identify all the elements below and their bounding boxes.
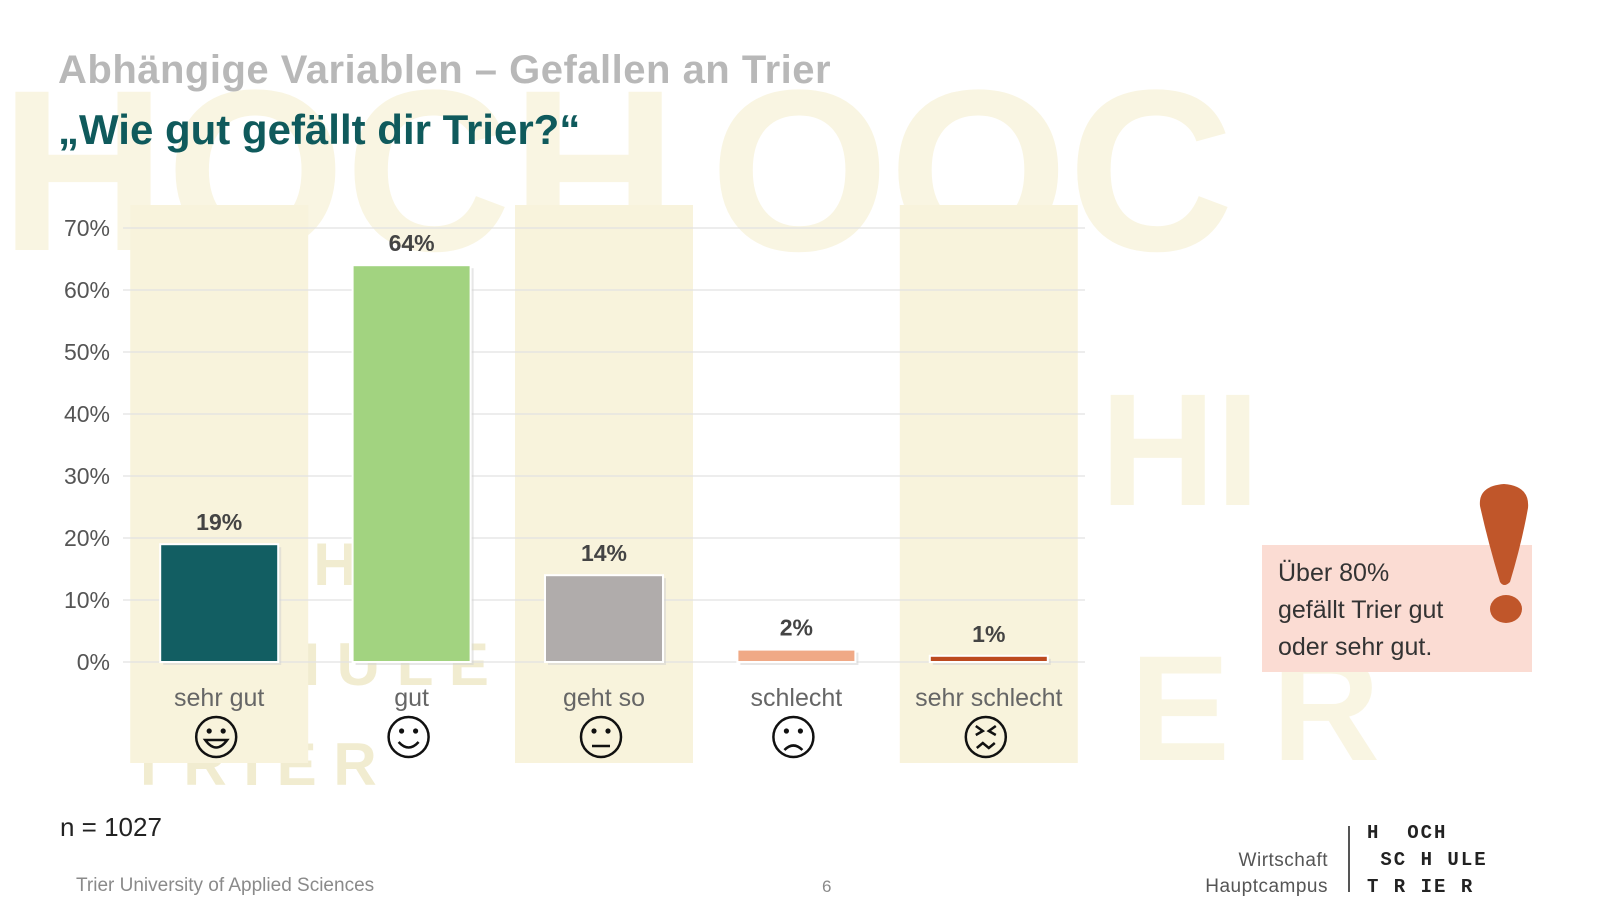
- callout-box: Über 80% gefällt Trier gut oder sehr gut…: [1262, 545, 1532, 672]
- brand-department: Wirtschaft: [1238, 850, 1328, 871]
- grin-icon: [194, 715, 238, 759]
- brand-divider: [1348, 826, 1350, 892]
- callout-line-1: Über 80%: [1278, 559, 1390, 587]
- mouth: [397, 741, 420, 749]
- left-eye: [206, 728, 212, 734]
- svg-text:HI: HI: [1100, 360, 1260, 539]
- mouth: [202, 738, 230, 749]
- exclamation-icon: [1479, 484, 1529, 623]
- bar: [928, 654, 1049, 663]
- bar: [159, 543, 280, 664]
- bar: [736, 648, 857, 663]
- right-eye: [797, 728, 804, 734]
- bar: [351, 264, 472, 663]
- sample-size: n = 1027: [60, 812, 162, 842]
- angry-face-icon: [964, 715, 1008, 759]
- category-label: schlecht: [751, 684, 843, 712]
- angry-mouth: [975, 741, 996, 750]
- y-tick-label: 0%: [77, 649, 110, 675]
- y-tick-label: 10%: [64, 587, 110, 613]
- mouth: [783, 744, 804, 751]
- category-band: [899, 205, 1078, 763]
- y-tick-label: 40%: [64, 401, 110, 427]
- y-tick-label: 70%: [64, 215, 110, 241]
- data-label: 2%: [780, 615, 813, 641]
- category-label: geht so: [563, 684, 645, 712]
- neutral-face-icon: [579, 715, 623, 759]
- data-label: 1%: [972, 621, 1005, 647]
- slide-title: „Wie gut gefällt dir Trier?“: [58, 106, 581, 153]
- right-eye: [220, 728, 226, 734]
- angry-eyes: [975, 724, 997, 737]
- y-tick-label: 60%: [64, 277, 110, 303]
- y-tick-label: 30%: [64, 463, 110, 489]
- callout-line-2: gefällt Trier gut: [1278, 596, 1444, 624]
- footer-institution: Trier University of Applied Sciences: [76, 875, 375, 896]
- bar: [544, 574, 664, 664]
- data-label: 64%: [389, 230, 435, 256]
- logo-line-3: T R IE R: [1367, 876, 1475, 898]
- category-band: [130, 205, 309, 763]
- data-label: 19%: [196, 509, 242, 535]
- brand-campus: Hauptcampus: [1205, 876, 1328, 897]
- right-eye: [605, 728, 611, 734]
- callout-line-3: oder sehr gut.: [1278, 633, 1433, 661]
- category-label: gut: [394, 684, 429, 712]
- smile-icon: [387, 715, 430, 759]
- left-eye: [591, 728, 597, 734]
- left-eye: [783, 728, 790, 734]
- logo-line-2: SC H ULE: [1367, 849, 1488, 871]
- data-label: 14%: [581, 540, 627, 566]
- category-band: [515, 205, 693, 763]
- right-eye: [413, 728, 419, 734]
- y-tick-label: 50%: [64, 339, 110, 365]
- category-label: sehr schlecht: [915, 684, 1062, 712]
- slide-supertitle: Abhängige Variablen – Gefallen an Trier: [58, 48, 832, 92]
- page-number: 6: [822, 877, 832, 896]
- logo-line-1: H OCH: [1367, 822, 1448, 844]
- bar-chart: 0% 10% 20% 30% 40% 50% 60% 70% 19% sehr gut 64% gut…: [64, 205, 1085, 763]
- left-eye: [399, 728, 405, 734]
- y-tick-label: 20%: [64, 525, 110, 551]
- category-label: sehr gut: [174, 684, 264, 712]
- sad-face-icon: [772, 715, 815, 759]
